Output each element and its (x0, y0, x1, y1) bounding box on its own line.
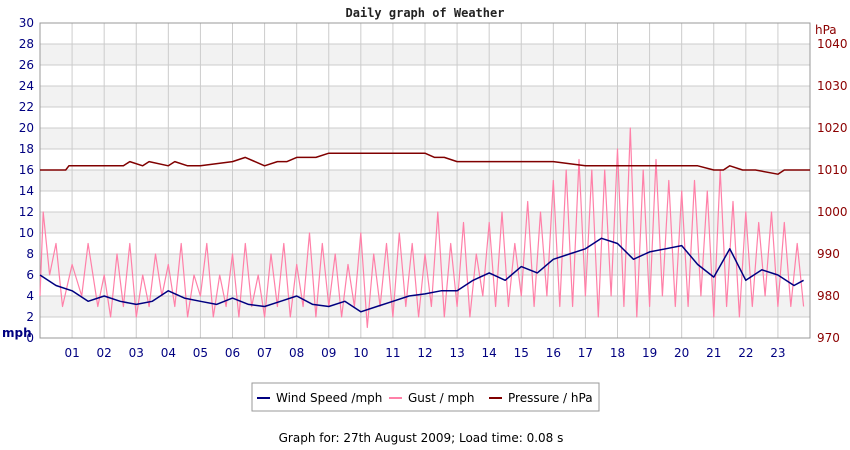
x-tick-label: 09 (321, 346, 336, 360)
x-tick-label: 22 (738, 346, 753, 360)
left-tick-label: 12 (19, 205, 34, 219)
right-tick-label: 1010 (817, 163, 848, 177)
left-tick-label: 6 (26, 268, 34, 282)
series-lines (39, 127, 810, 329)
left-tick-label: 16 (19, 163, 34, 177)
left-tick-label: 30 (19, 16, 34, 30)
left-tick-label: 20 (19, 121, 34, 135)
right-tick-label: 1030 (817, 79, 848, 93)
x-tick-label: 13 (449, 346, 464, 360)
x-tick-label: 16 (546, 346, 561, 360)
left-tick-label: 8 (26, 247, 34, 261)
x-tick-label: 06 (225, 346, 240, 360)
x-tick-label: 21 (706, 346, 721, 360)
pressure-line (40, 152, 810, 175)
right-axis-ticks: 970 980 990 1000 1010 1020 1030 1040 (817, 37, 848, 345)
left-tick-label: 10 (19, 226, 34, 240)
x-tick-label: 19 (642, 346, 657, 360)
footer-text: Graph for: 27th August 2009; Load time: … (279, 431, 564, 445)
x-tick-label: 12 (417, 346, 432, 360)
left-tick-label: 14 (19, 184, 34, 198)
x-tick-label: 20 (674, 346, 689, 360)
wind-speed-line (39, 237, 804, 313)
x-tick-label: 23 (770, 346, 785, 360)
legend-label-gust: Gust / mph (408, 391, 474, 405)
legend-box (251, 382, 600, 412)
x-tick-label: 10 (353, 346, 368, 360)
x-tick-label: 08 (289, 346, 304, 360)
x-tick-label: 01 (64, 346, 79, 360)
left-axis-unit: mph (2, 326, 32, 340)
x-tick-label: 14 (482, 346, 497, 360)
right-tick-label: 1040 (817, 37, 848, 51)
right-tick-label: 970 (817, 331, 840, 345)
plot-area-border (39, 22, 811, 339)
x-tick-label: 03 (129, 346, 144, 360)
chart-title: Daily graph of Weather (346, 6, 505, 20)
x-tick-label: 04 (161, 346, 176, 360)
left-tick-label: 28 (19, 37, 34, 51)
left-tick-label: 26 (19, 58, 34, 72)
x-axis-ticks: 01 02 03 04 05 06 07 08 09 10 11 12 13 14 15 16 17 18 19 20… (64, 346, 785, 360)
x-tick-label: 18 (610, 346, 625, 360)
left-tick-label: 24 (19, 79, 34, 93)
right-tick-label: 980 (817, 289, 840, 303)
x-tick-label: 15 (514, 346, 529, 360)
left-tick-label: 4 (26, 289, 34, 303)
x-tick-label: 17 (578, 346, 593, 360)
legend-label-pressure: Pressure / hPa (508, 391, 593, 405)
right-tick-label: 1000 (817, 205, 848, 219)
legend: Wind Speed /mph Gust / mph Pressure / hP… (251, 382, 600, 412)
right-axis-unit: hPa (815, 23, 837, 37)
legend-label-wind: Wind Speed /mph (276, 391, 382, 405)
x-tick-label: 02 (97, 346, 112, 360)
left-tick-label: 2 (26, 310, 34, 324)
right-tick-label: 1020 (817, 121, 848, 135)
x-tick-label: 05 (193, 346, 208, 360)
right-tick-label: 990 (817, 247, 840, 261)
left-tick-label: 18 (19, 142, 34, 156)
x-tick-label: 11 (385, 346, 400, 360)
left-tick-label: 0 (26, 331, 34, 345)
left-tick-label: 22 (19, 100, 34, 114)
x-tick-label: 07 (257, 346, 272, 360)
